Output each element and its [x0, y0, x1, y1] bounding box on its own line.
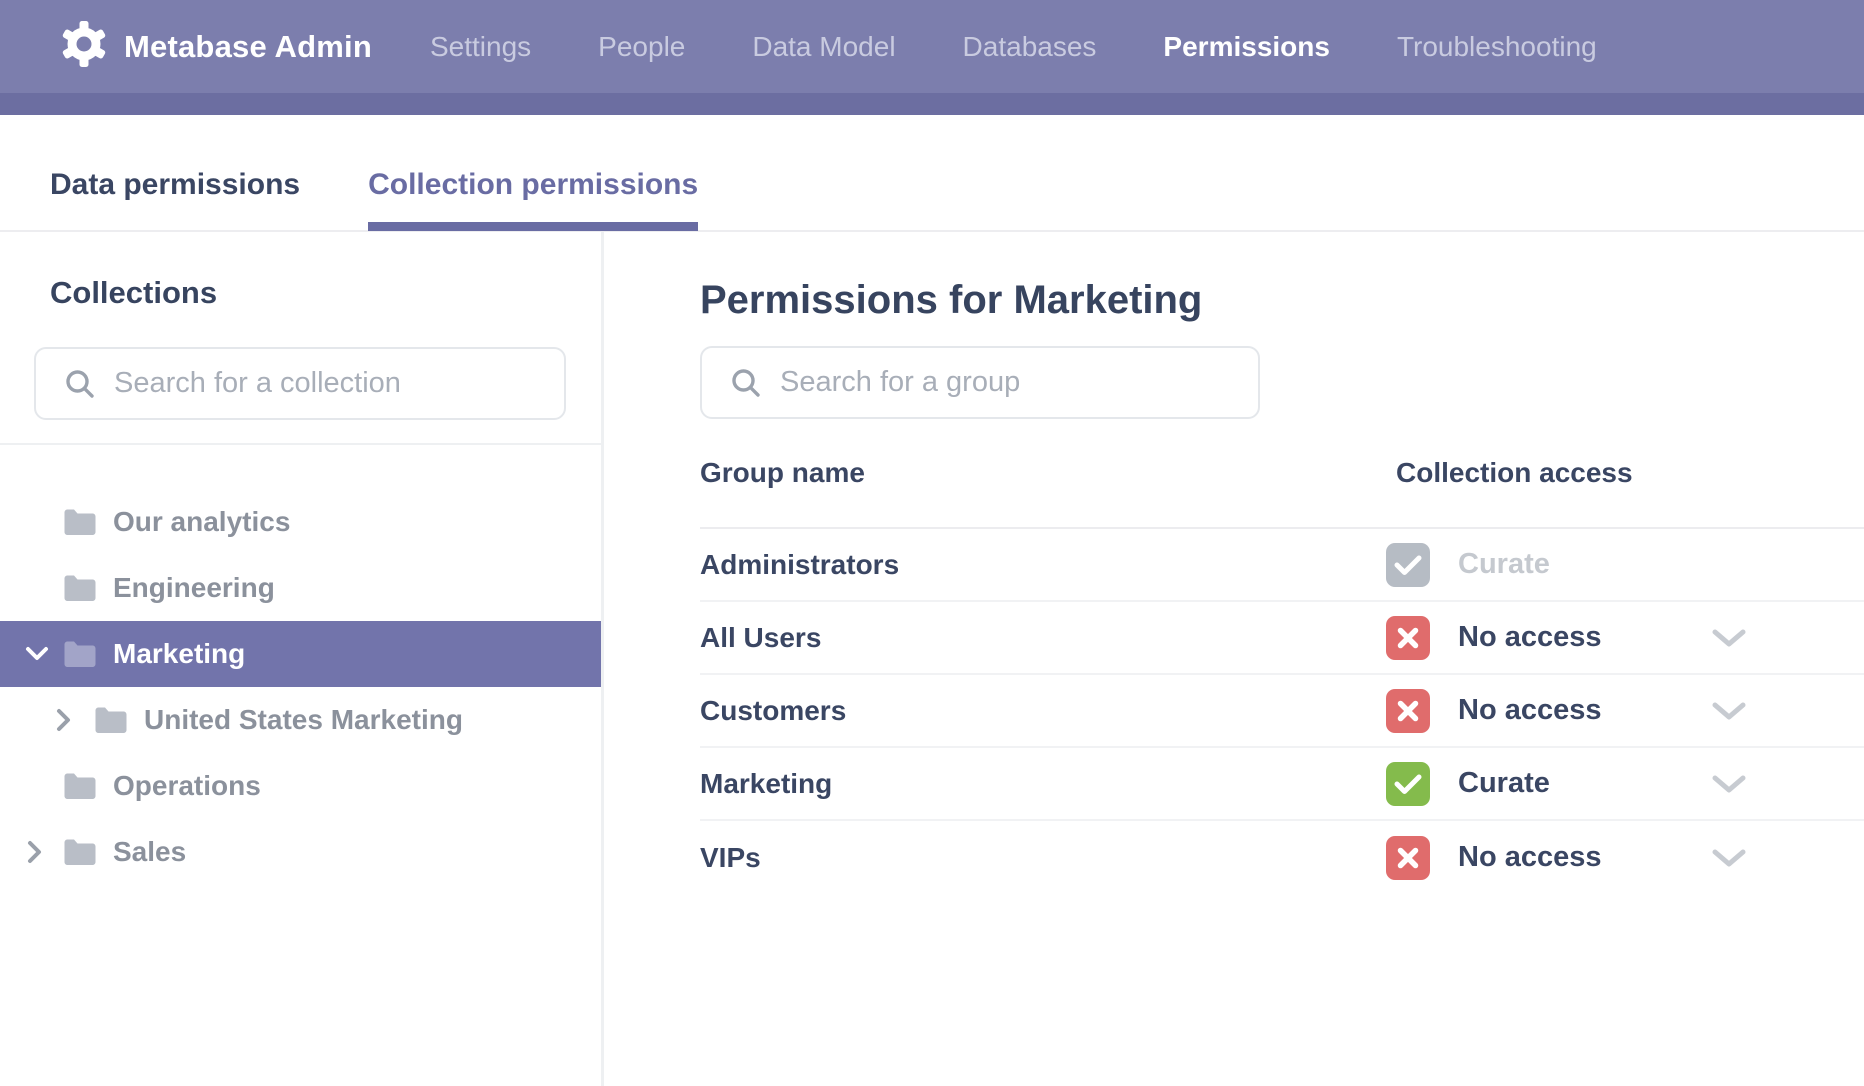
tree-item-our-analytics[interactable]: Our analytics: [0, 489, 601, 555]
chevron-right-icon[interactable]: [56, 708, 72, 732]
permissions-subnav: Data permissions Collection permissions: [0, 115, 1864, 232]
tree-item-marketing[interactable]: Marketing: [0, 621, 601, 687]
group-name: All Users: [700, 621, 822, 653]
tree-item-engineering[interactable]: Engineering: [0, 555, 601, 621]
access-dropdown[interactable]: No access: [1386, 615, 1864, 660]
nav-item-troubleshooting[interactable]: Troubleshooting: [1396, 30, 1597, 62]
folder-icon: [64, 641, 96, 667]
folder-icon: [64, 509, 96, 535]
access-value: Curate: [1458, 548, 1550, 580]
tree-item-label: Operations: [113, 770, 261, 801]
tree-item-united-states-marketing[interactable]: United States Marketing: [0, 687, 601, 753]
gear-icon: [60, 20, 108, 73]
access-dropdown-disabled: Curate: [1386, 542, 1864, 587]
table-row: Customers No access: [700, 675, 1864, 748]
tab-data-permissions-label: Data permissions: [50, 167, 301, 201]
collections-tree: Our analytics Engineering Marketin: [0, 489, 601, 885]
folder-icon: [64, 773, 96, 799]
x-icon: [1386, 835, 1430, 880]
admin-navbar: Metabase Admin Settings People Data Mode…: [0, 0, 1864, 93]
access-value: No access: [1458, 694, 1602, 726]
group-search-box[interactable]: [700, 346, 1260, 419]
table-row: Administrators Curate: [700, 529, 1864, 602]
check-icon-disabled: [1386, 542, 1430, 587]
tab-data-permissions[interactable]: Data permissions: [50, 138, 300, 231]
group-name: VIPs: [700, 841, 761, 873]
brand-title: Metabase Admin: [124, 28, 372, 64]
folder-icon: [64, 839, 96, 865]
page-title: Permissions for Marketing: [700, 278, 1203, 322]
group-name: Customers: [700, 694, 847, 726]
nav-item-databases[interactable]: Databases: [962, 30, 1097, 62]
group-name: Administrators: [700, 548, 900, 580]
column-header-collection-access: Collection access: [1396, 457, 1633, 488]
table-header-row: Group name Collection access: [700, 419, 1864, 529]
chevron-right-icon[interactable]: [27, 840, 43, 864]
sidebar-heading: Collections: [50, 275, 218, 310]
tree-item-label: Sales: [113, 836, 187, 867]
chevron-down-icon[interactable]: [25, 646, 49, 662]
group-search-input[interactable]: [780, 366, 1238, 399]
chevron-down-icon[interactable]: [1711, 848, 1747, 868]
access-dropdown[interactable]: No access: [1386, 835, 1864, 880]
tree-item-sales[interactable]: Sales: [0, 819, 601, 885]
table-row: VIPs No access: [700, 821, 1864, 894]
folder-icon: [95, 707, 127, 733]
table-row: All Users No access: [700, 602, 1864, 675]
tree-item-label: Engineering: [113, 572, 275, 603]
search-icon: [66, 369, 94, 398]
sidebar-divider: [0, 443, 601, 445]
tab-collection-permissions-label: Collection permissions: [368, 167, 699, 201]
group-name: Marketing: [700, 767, 833, 799]
search-icon: [732, 368, 760, 397]
access-value: Curate: [1458, 767, 1550, 799]
access-value: No access: [1458, 621, 1602, 653]
metabase-admin-logo[interactable]: Metabase Admin: [60, 0, 372, 93]
access-dropdown[interactable]: Curate: [1386, 761, 1864, 806]
tab-collection-permissions[interactable]: Collection permissions: [368, 138, 699, 231]
access-dropdown[interactable]: No access: [1386, 688, 1864, 733]
nav-item-permissions[interactable]: Permissions: [1163, 30, 1330, 62]
x-icon: [1386, 688, 1430, 733]
nav-item-data-model[interactable]: Data Model: [752, 30, 896, 62]
navbar-shadow-strip: [0, 93, 1864, 115]
chevron-down-icon[interactable]: [1711, 774, 1747, 794]
collection-search-box[interactable]: [34, 347, 566, 420]
column-header-group-name: Group name: [700, 457, 865, 488]
tree-item-label: Marketing: [113, 638, 246, 669]
permissions-main-panel: Permissions for Marketing Group name Col…: [604, 232, 1864, 1086]
nav-item-people[interactable]: People: [598, 30, 686, 62]
collections-sidebar: Collections Our analytics Engine: [0, 232, 604, 1086]
tree-item-operations[interactable]: Operations: [0, 753, 601, 819]
chevron-down-icon[interactable]: [1711, 701, 1747, 721]
collection-search-input[interactable]: [114, 367, 544, 400]
tree-item-label: Our analytics: [113, 506, 291, 537]
access-value: No access: [1458, 841, 1602, 873]
folder-icon: [64, 575, 96, 601]
tree-item-label: United States Marketing: [144, 704, 463, 735]
permissions-table: Group name Collection access Administrat…: [700, 419, 1864, 894]
x-icon: [1386, 615, 1430, 660]
chevron-down-icon[interactable]: [1711, 628, 1747, 648]
table-row: Marketing Curate: [700, 748, 1864, 821]
admin-nav-items: Settings People Data Model Databases Per…: [430, 0, 1597, 93]
check-icon: [1386, 761, 1430, 806]
nav-item-settings[interactable]: Settings: [430, 30, 532, 62]
